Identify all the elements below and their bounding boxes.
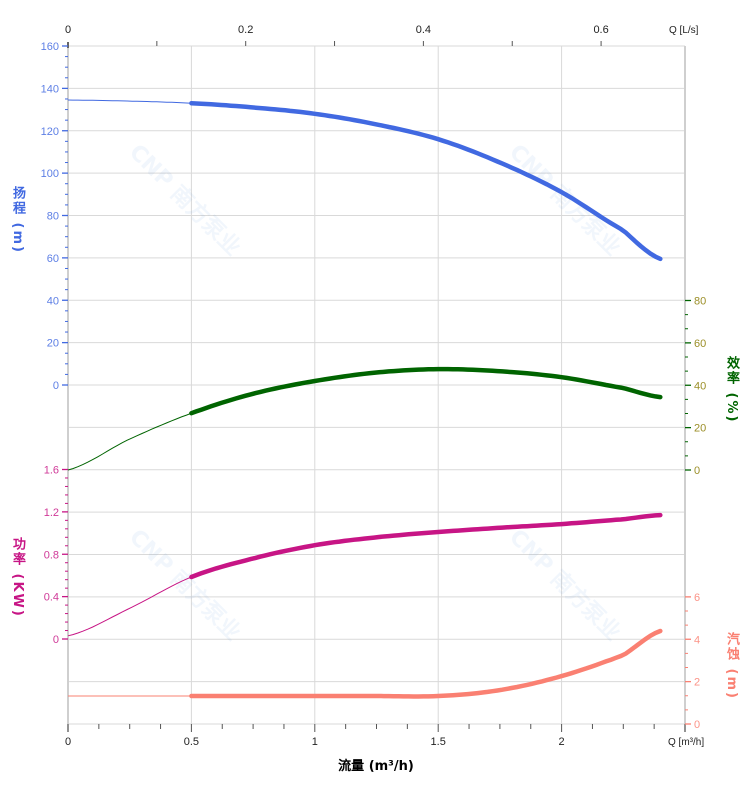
- watermark-logo: CNP 南方泵业: [124, 139, 246, 261]
- head-tick-label: 0: [53, 380, 59, 392]
- power-tick-label: 0: [53, 634, 59, 646]
- top-tick-label: 0.2: [238, 24, 253, 36]
- head-axis-label: 扬程 (m): [10, 186, 25, 254]
- head-tick-label: 160: [41, 41, 59, 53]
- npsh-tick-label: 4: [694, 634, 700, 646]
- npsh-axis-label: 汽蚀 (m): [724, 632, 739, 700]
- watermark-logo: CNP 南方泵业: [504, 139, 626, 261]
- npsh-tick-label: 6: [694, 592, 700, 604]
- power-tick-label: 1.2: [44, 507, 59, 519]
- head-tick-label: 140: [41, 83, 59, 95]
- head-curve: [189, 100, 663, 262]
- efficiency-tick-label: 60: [694, 338, 706, 350]
- power-curve: [189, 512, 663, 580]
- head-tick-label: 120: [41, 126, 59, 138]
- head-tick-label: 20: [47, 338, 59, 350]
- efficiency-tick-label: 20: [694, 423, 706, 435]
- x-axis-label: 流量 (m³/h): [338, 759, 414, 774]
- x-tick-label: 0.5: [184, 736, 199, 748]
- efficiency-tick-label: 0: [694, 465, 700, 477]
- head-curve-extended: [67, 99, 192, 104]
- power-tick-label: 0.8: [44, 549, 59, 561]
- head-tick-label: 60: [47, 253, 59, 265]
- power-curve-extended: [67, 576, 192, 637]
- efficiency-curve-extended: [67, 412, 192, 471]
- npsh-curve: [189, 628, 663, 699]
- npsh-tick-label: 0: [694, 719, 700, 731]
- efficiency-axis-label: 效率 (%): [724, 356, 739, 424]
- efficiency-curve: [189, 366, 663, 416]
- x-tick-label: 1: [312, 736, 318, 748]
- efficiency-tick-label: 40: [694, 380, 706, 392]
- watermark-logo: CNP 南方泵业: [504, 524, 626, 646]
- x-unit-label: Q [m³/h]: [668, 737, 704, 748]
- head-tick-label: 100: [41, 168, 59, 180]
- power-axis-label: 功率 (KW): [10, 537, 25, 618]
- top-unit-label: Q [L/s]: [669, 25, 699, 36]
- top-tick-label: 0: [65, 24, 71, 36]
- npsh-tick-label: 2: [694, 677, 700, 689]
- head-tick-label: 40: [47, 295, 59, 307]
- x-tick-label: 2: [559, 736, 565, 748]
- x-tick-label: 1.5: [431, 736, 446, 748]
- x-tick-label: 0: [65, 736, 71, 748]
- head-tick-label: 80: [47, 211, 59, 223]
- top-tick-label: 0.4: [416, 24, 431, 36]
- power-tick-label: 0.4: [44, 592, 59, 604]
- efficiency-tick-label: 80: [694, 296, 706, 308]
- top-tick-label: 0.6: [593, 24, 608, 36]
- power-tick-label: 1.6: [44, 465, 59, 477]
- watermark-logo: CNP 南方泵业: [124, 524, 246, 646]
